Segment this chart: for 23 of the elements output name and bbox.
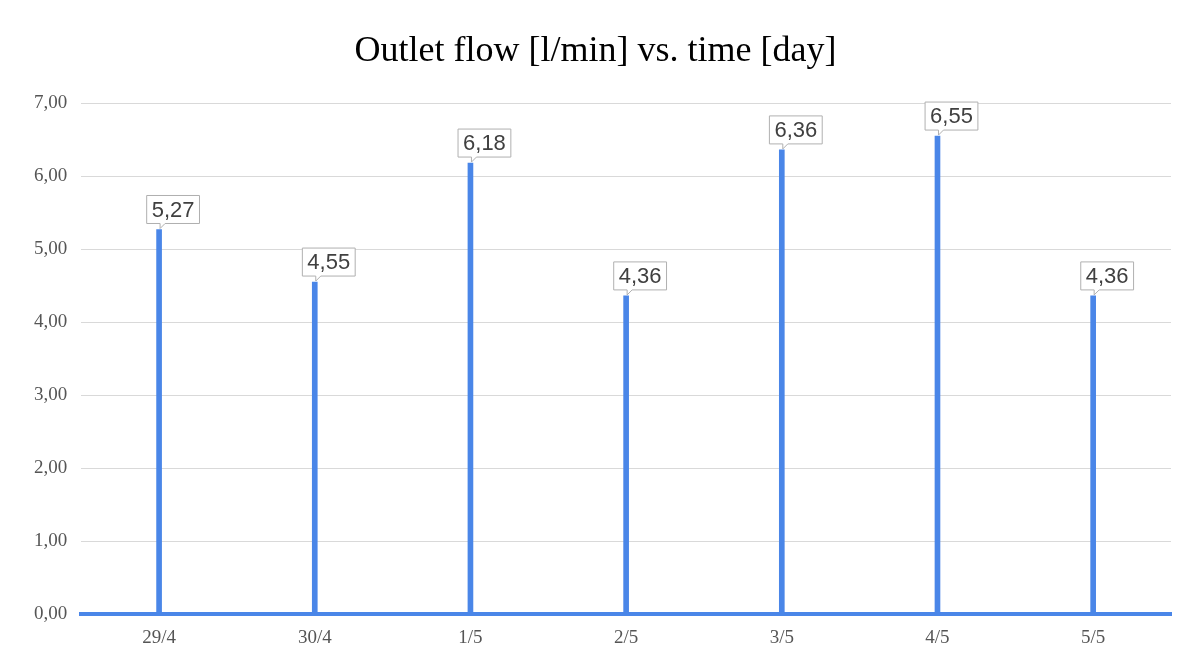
data-label: 4,36: [618, 262, 662, 288]
y-tick-label: 1,00: [34, 529, 68, 551]
x-tick-label: 1/5: [458, 625, 483, 647]
y-tick-label: 2,00: [34, 456, 68, 478]
y-tick-label: 3,00: [34, 383, 68, 405]
y-tick-label: 6,00: [34, 164, 68, 186]
data-label: 5,27: [151, 196, 195, 222]
y-tick-label: 5,00: [34, 237, 68, 259]
y-tick-label: 0,00: [34, 602, 68, 624]
y-tick-label: 7,00: [34, 91, 68, 113]
chart-title: Outlet flow [l/min] vs. time [day]: [354, 29, 837, 70]
y-tick-label: 4,00: [34, 310, 68, 332]
x-tick-label: 29/4: [142, 625, 177, 647]
x-tick-label: 4/5: [925, 625, 950, 647]
x-tick-label: 5/5: [1081, 625, 1106, 647]
data-label: 6,18: [463, 130, 506, 156]
data-label: 4,36: [1085, 262, 1129, 288]
data-label: 4,55: [307, 249, 351, 275]
data-label: 6,55: [930, 103, 973, 129]
x-tick-label: 3/5: [769, 625, 794, 647]
x-tick-label: 30/4: [297, 625, 333, 647]
data-label: 6,36: [774, 116, 818, 142]
x-tick-label: 2/5: [613, 625, 639, 647]
